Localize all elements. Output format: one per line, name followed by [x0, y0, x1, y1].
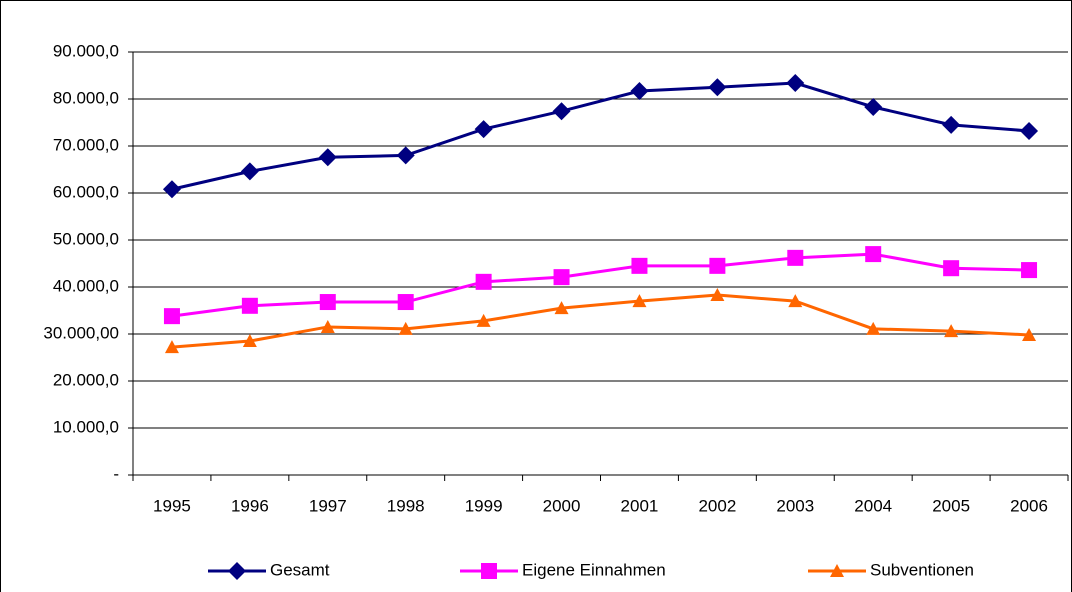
- x-tick-label: 1996: [231, 496, 269, 515]
- data-point: [866, 321, 881, 335]
- y-tick-label: 80.000,0: [53, 88, 119, 107]
- x-tick-label: 1999: [465, 496, 503, 515]
- data-point: [474, 120, 493, 139]
- y-tick-label: 70.000,0: [53, 135, 119, 154]
- data-point: [710, 287, 725, 301]
- legend-marker: [830, 564, 844, 577]
- data-point: [864, 97, 883, 116]
- data-point: [943, 260, 960, 277]
- series-line: [171, 81, 1030, 191]
- y-tick-label: 30.000,00: [43, 323, 119, 342]
- data-point: [476, 313, 491, 327]
- legend-marker: [481, 563, 497, 579]
- data-point: [1021, 262, 1038, 279]
- data-point: [709, 257, 726, 274]
- x-tick-label: 1995: [153, 496, 191, 515]
- x-tick-label: 2006: [1010, 496, 1048, 515]
- data-point: [396, 146, 415, 165]
- data-point: [240, 162, 259, 181]
- data-point: [475, 273, 492, 290]
- data-point: [865, 246, 882, 263]
- data-point: [319, 294, 336, 311]
- legend-label: Subventionen: [870, 560, 974, 579]
- data-point: [241, 297, 258, 314]
- y-tick-label: 50.000,0: [53, 229, 119, 248]
- data-point: [1020, 121, 1039, 140]
- data-point: [1022, 327, 1037, 341]
- legend-label: Eigene Einnahmen: [522, 560, 666, 579]
- legend-label: Gesamt: [270, 560, 330, 579]
- y-tick-label: 20.000,0: [53, 370, 119, 389]
- data-point: [553, 269, 570, 286]
- data-point: [787, 249, 804, 266]
- data-point: [242, 334, 257, 348]
- y-tick-label: 90.000,0: [53, 41, 119, 60]
- data-point: [631, 257, 648, 274]
- legend-marker: [228, 562, 246, 580]
- data-point: [632, 294, 647, 308]
- data-point: [786, 74, 805, 93]
- y-tick-label: 40.000,0: [53, 276, 119, 295]
- data-point: [163, 308, 180, 325]
- data-point: [554, 301, 569, 315]
- y-tick-label: 10.000,0: [53, 417, 119, 436]
- series-line: [171, 293, 1030, 349]
- x-tick-label: 2002: [698, 496, 736, 515]
- data-point: [164, 340, 179, 354]
- y-tick-label: -: [113, 464, 119, 483]
- data-point: [552, 102, 571, 121]
- x-tick-label: 1998: [387, 496, 425, 515]
- data-point: [162, 180, 181, 199]
- data-point: [398, 321, 413, 335]
- x-tick-label: 2001: [621, 496, 659, 515]
- y-tick-label: 60.000,0: [53, 182, 119, 201]
- data-point: [630, 82, 649, 101]
- x-tick-label: 2004: [854, 496, 892, 515]
- data-point: [708, 78, 727, 97]
- data-point: [944, 324, 959, 338]
- data-point: [318, 148, 337, 167]
- data-point: [320, 319, 335, 333]
- data-point: [942, 115, 961, 134]
- data-point: [397, 294, 414, 311]
- data-point: [788, 294, 803, 308]
- series-line: [171, 252, 1030, 318]
- x-tick-label: 2003: [776, 496, 814, 515]
- x-tick-label: 1997: [309, 496, 347, 515]
- x-tick-label: 2005: [932, 496, 970, 515]
- x-tick-label: 2000: [543, 496, 581, 515]
